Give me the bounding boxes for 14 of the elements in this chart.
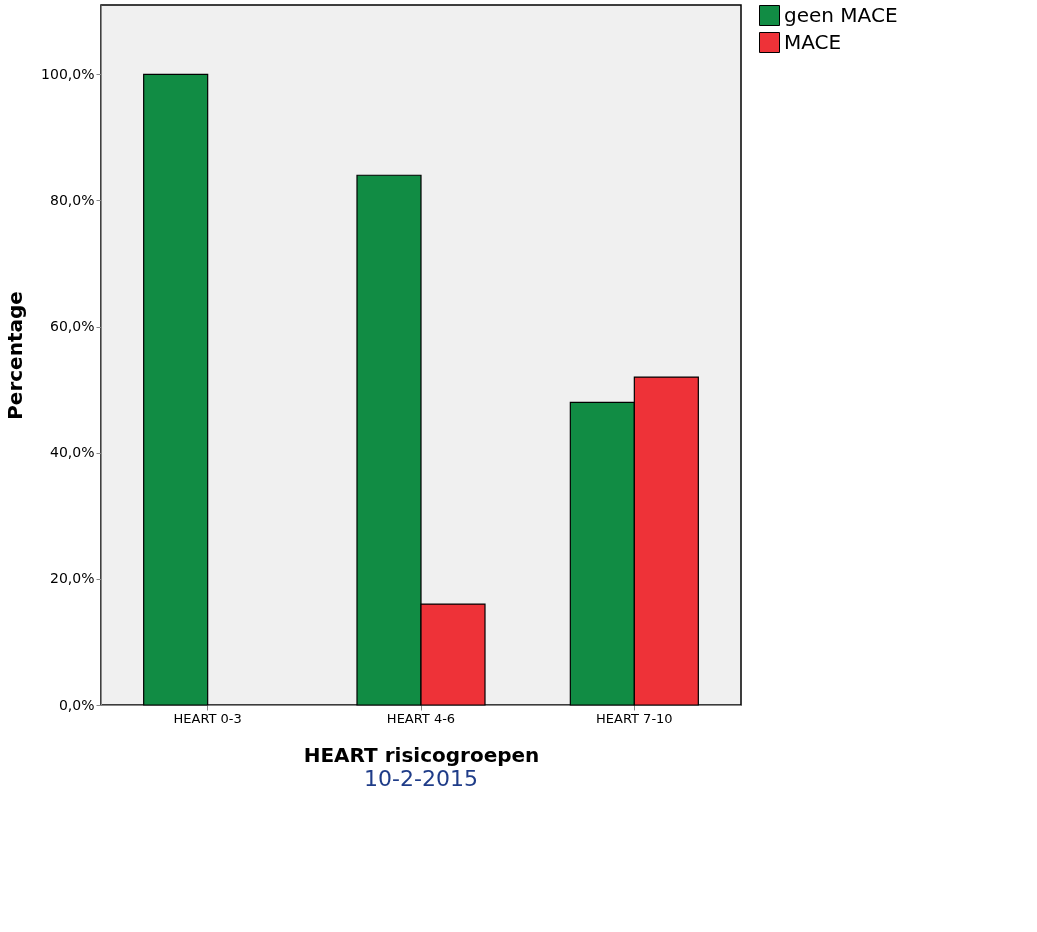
y-tick-label: 60,0% — [50, 318, 95, 335]
x-tick-label: HEART 4-6 — [386, 710, 456, 726]
legend-label: MACE — [784, 29, 842, 54]
y-tick-label: 20,0% — [50, 570, 95, 587]
text: 10-2-2015 — [364, 766, 478, 791]
legend-label: geen MACE — [784, 2, 898, 27]
y-tick-label: 40,0% — [50, 444, 95, 461]
x-tick-label: HEART 7-10 — [596, 710, 673, 726]
x-tick-label: HEART 0-3 — [173, 710, 242, 726]
y-axis-title: Percentage — [3, 291, 28, 420]
y-tick-label: 0,0% — [58, 696, 95, 713]
y-tick-label: 100,0% — [41, 65, 95, 82]
y-tick-label: 80,0% — [50, 192, 95, 208]
x-axis-title: HEART risicogroepen — [303, 742, 540, 767]
